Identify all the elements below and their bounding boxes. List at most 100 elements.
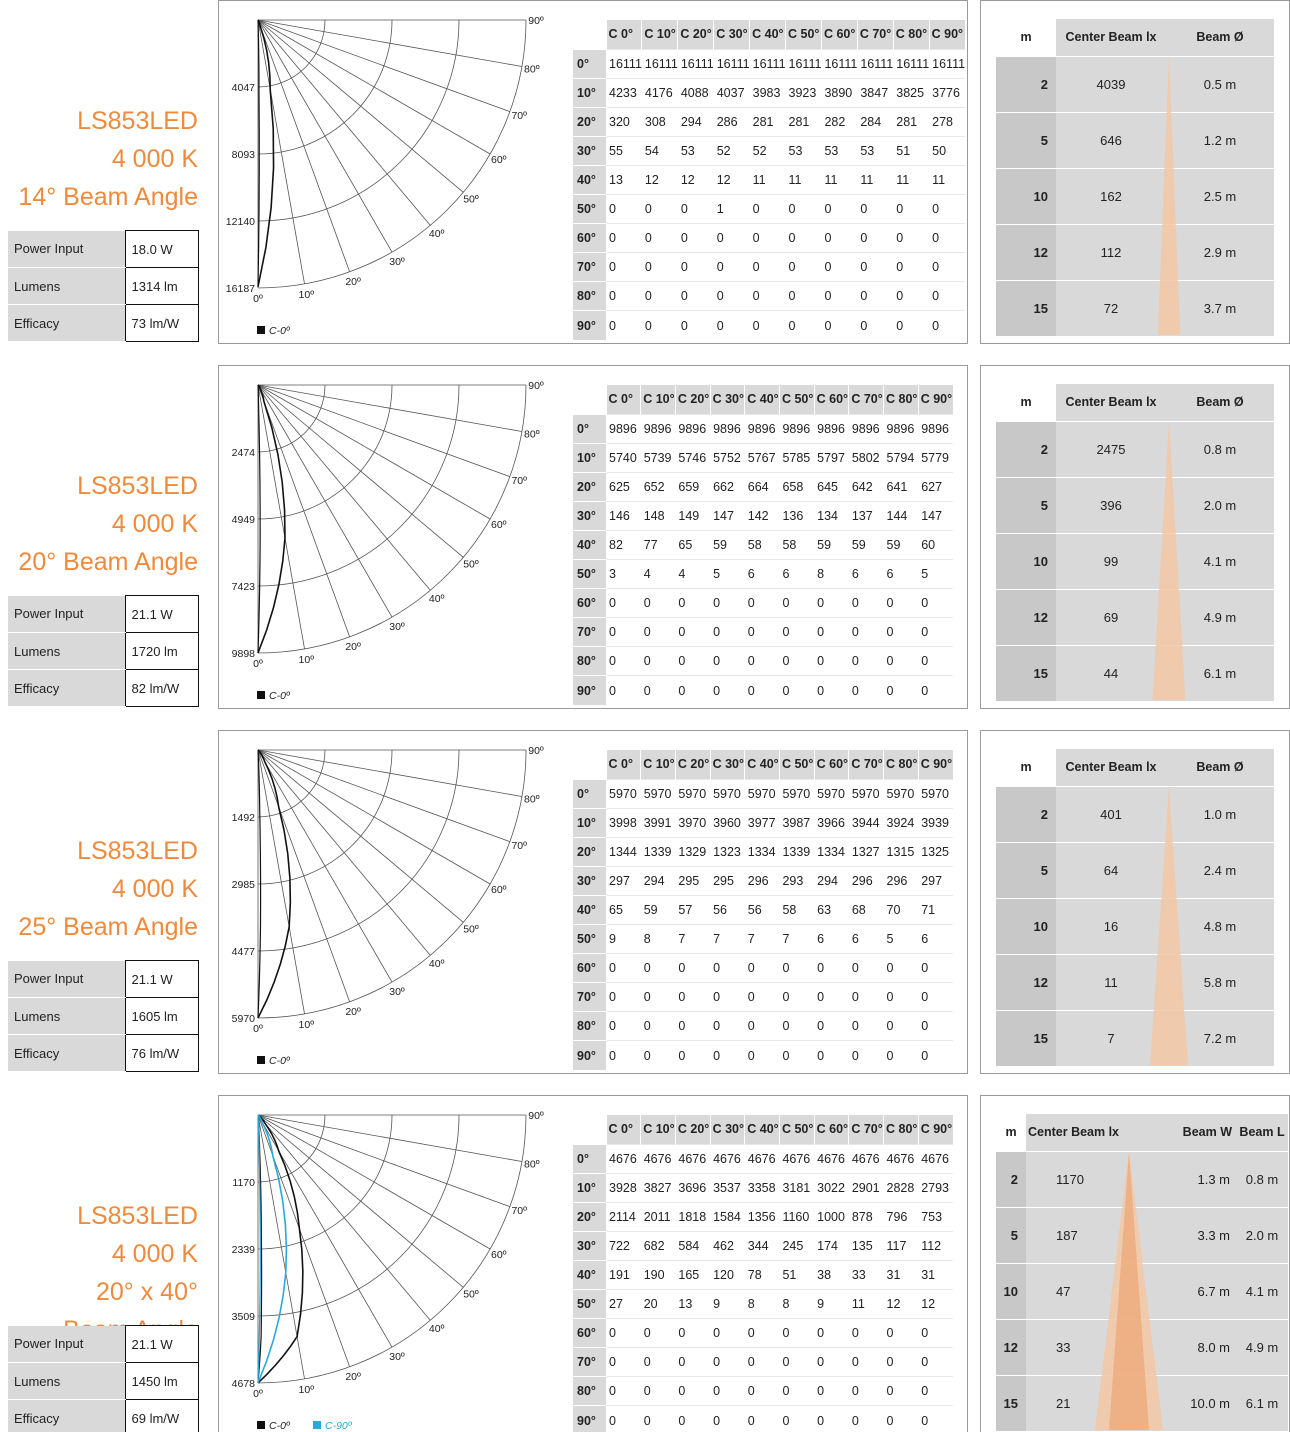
intensity-cell: 190: [640, 1259, 676, 1290]
intensity-row: 10° 3928 3827 3696 3537 3358 3181 3022 2901 2828 2…: [573, 1172, 953, 1203]
distance-cell: 15: [996, 279, 1056, 336]
beam-m-header: m: [996, 1114, 1026, 1151]
intensity-cell: 12: [883, 1289, 919, 1319]
intensity-cell: 4676: [918, 1143, 953, 1174]
intensity-cell: 3022: [814, 1172, 849, 1203]
gamma-header: 80°: [573, 646, 606, 676]
intensity-cell: 13: [606, 164, 642, 195]
intensity-cell: 2793: [918, 1172, 953, 1203]
beam-row: 2 1170 1.3 m 0.8 m: [996, 1150, 1288, 1207]
intensity-cell: 0: [606, 194, 642, 224]
intensity-cell: 0: [779, 1376, 815, 1406]
intensity-cell: 0: [606, 1040, 641, 1071]
polar-angle-label: 40º: [429, 228, 445, 240]
gamma-header: 10°: [573, 1172, 606, 1203]
gamma-header: 70°: [573, 982, 606, 1012]
intensity-cell: 120: [710, 1259, 745, 1290]
intensity-cell: 0: [848, 982, 884, 1012]
distance-cell: 5: [996, 111, 1056, 168]
beam-box: m Center Beam lx Beam Ø 2 2475 0.8 m 5 396 2.0 m…: [980, 365, 1290, 709]
center-lux-cell: 401: [1056, 785, 1166, 842]
spec-table: Power Input 21.1 W Lumens 1720 lm Efficacy 82…: [8, 595, 199, 707]
intensity-cell: 281: [785, 106, 822, 137]
intensity-cell: 6: [883, 559, 919, 589]
intensity-cell: 3939: [918, 807, 953, 838]
c-angle-header: C 90°: [928, 20, 966, 50]
intensity-cell: 1818: [675, 1201, 711, 1232]
intensity-cell: 664: [744, 471, 780, 502]
polar-angle-label: 90º: [528, 1110, 544, 1122]
intensity-cell: 462: [710, 1230, 745, 1261]
polar-grid-arc: [257, 384, 460, 587]
spec-value: 21.1 W: [124, 960, 199, 998]
distance-cell: 10: [996, 897, 1056, 954]
intensity-header-row: C 0° C 10° C 20° C 30° C 40° C 50° C 60° C 70° C…: [573, 20, 966, 50]
intensity-cell: 0: [785, 194, 822, 224]
intensity-row: 10° 5740 5739 5746 5752 5767 5785 5797 5802 5794 5…: [573, 442, 953, 473]
intensity-cell: 0: [675, 646, 711, 676]
intensity-cell: 0: [848, 953, 884, 983]
c-angle-header: C 50°: [778, 385, 815, 415]
intensity-cell: 4: [675, 559, 711, 589]
intensity-cell: 0: [918, 1376, 953, 1406]
intensity-cell: 5: [710, 559, 745, 589]
legend-label-c0: C-0º: [269, 690, 291, 702]
distance-cell: 5: [996, 476, 1056, 533]
polar-grid-spoke: [257, 384, 491, 520]
intensity-cell: 662: [710, 471, 745, 502]
intensity-cell: 0: [677, 281, 714, 311]
intensity-cell: 59: [814, 529, 849, 560]
beam-diameter-cell: 1.0 m: [1166, 785, 1274, 842]
intensity-cell: 0: [918, 1040, 953, 1071]
polar-angle-label: 70º: [511, 1205, 527, 1217]
c-angle-header: C 20°: [674, 750, 711, 780]
spec-row: Efficacy 73 lm/W: [8, 304, 199, 342]
intensity-cell: 278: [929, 106, 966, 137]
intensity-header-row: C 0° C 10° C 20° C 30° C 40° C 50° C 60° C 70° C…: [573, 1115, 953, 1145]
intensity-cell: 0: [779, 646, 815, 676]
gamma-header: 60°: [573, 953, 606, 983]
legend-swatch-c0: [257, 1421, 265, 1429]
c-angle-header: C 80°: [883, 750, 919, 780]
polar-grid-arc: [257, 384, 393, 520]
intensity-cell: 0: [814, 1318, 849, 1348]
intensity-cell: 0: [675, 1040, 711, 1071]
intensity-cell: 8: [640, 924, 676, 954]
intensity-cell: 297: [918, 865, 953, 896]
c-angle-header: C 80°: [883, 385, 919, 415]
intensity-cell: 627: [918, 471, 953, 502]
intensity-cell: 63: [814, 894, 849, 925]
intensity-cell: 3966: [814, 807, 849, 838]
intensity-row: 80° 0 0 0 0 0 0 0 0 0 0: [573, 1376, 953, 1406]
gamma-header: 60°: [573, 588, 606, 618]
polar-angle-label: 0º: [253, 658, 263, 670]
beam-row: 2 4039 0.5 m: [996, 55, 1274, 112]
polar-grid-spoke: [257, 1114, 431, 1321]
beam-table: m Center Beam lx Beam Ø 2 401 1.0 m 5 64 2.4 m 10…: [996, 749, 1274, 1066]
intensity-cell: 652: [640, 471, 676, 502]
intensity-cell: 7: [779, 924, 815, 954]
intensity-row: 90° 0 0 0 0 0 0 0 0 0 0: [573, 310, 966, 341]
product-title: LS853LED 4 000 K 14° Beam Angle: [0, 102, 198, 216]
product-title-line: LS853LED: [77, 1202, 198, 1230]
polar-grid-arc: [257, 1114, 326, 1183]
intensity-cell: 0: [641, 194, 678, 224]
beam-d-header: Beam Ø: [1166, 19, 1274, 56]
intensity-cell: 3776: [929, 77, 966, 108]
intensity-cell: 641: [883, 471, 919, 502]
polar-angle-label: 60º: [491, 884, 507, 896]
intensity-cell: 16111: [785, 48, 822, 79]
intensity-cell: 191: [606, 1259, 641, 1290]
beam-box: m Center Beam lx Beam Ø 2 4039 0.5 m 5 646 1.2 m…: [980, 0, 1290, 344]
intensity-cell: 5970: [883, 778, 919, 809]
c-angle-header: C 50°: [785, 20, 822, 50]
intensity-cell: 0: [744, 1011, 780, 1041]
beam-header-row: m Center Beam lx Beam Ø: [996, 749, 1274, 786]
beam-row: 10 99 4.1 m: [996, 532, 1274, 589]
intensity-cell: 51: [893, 135, 930, 166]
intensity-cell: 344: [744, 1230, 780, 1261]
intensity-cell: 1000: [814, 1201, 849, 1232]
polar-angle-label: 80º: [524, 1158, 540, 1170]
intensity-cell: 3825: [893, 77, 930, 108]
intensity-cell: 9896: [883, 413, 919, 444]
